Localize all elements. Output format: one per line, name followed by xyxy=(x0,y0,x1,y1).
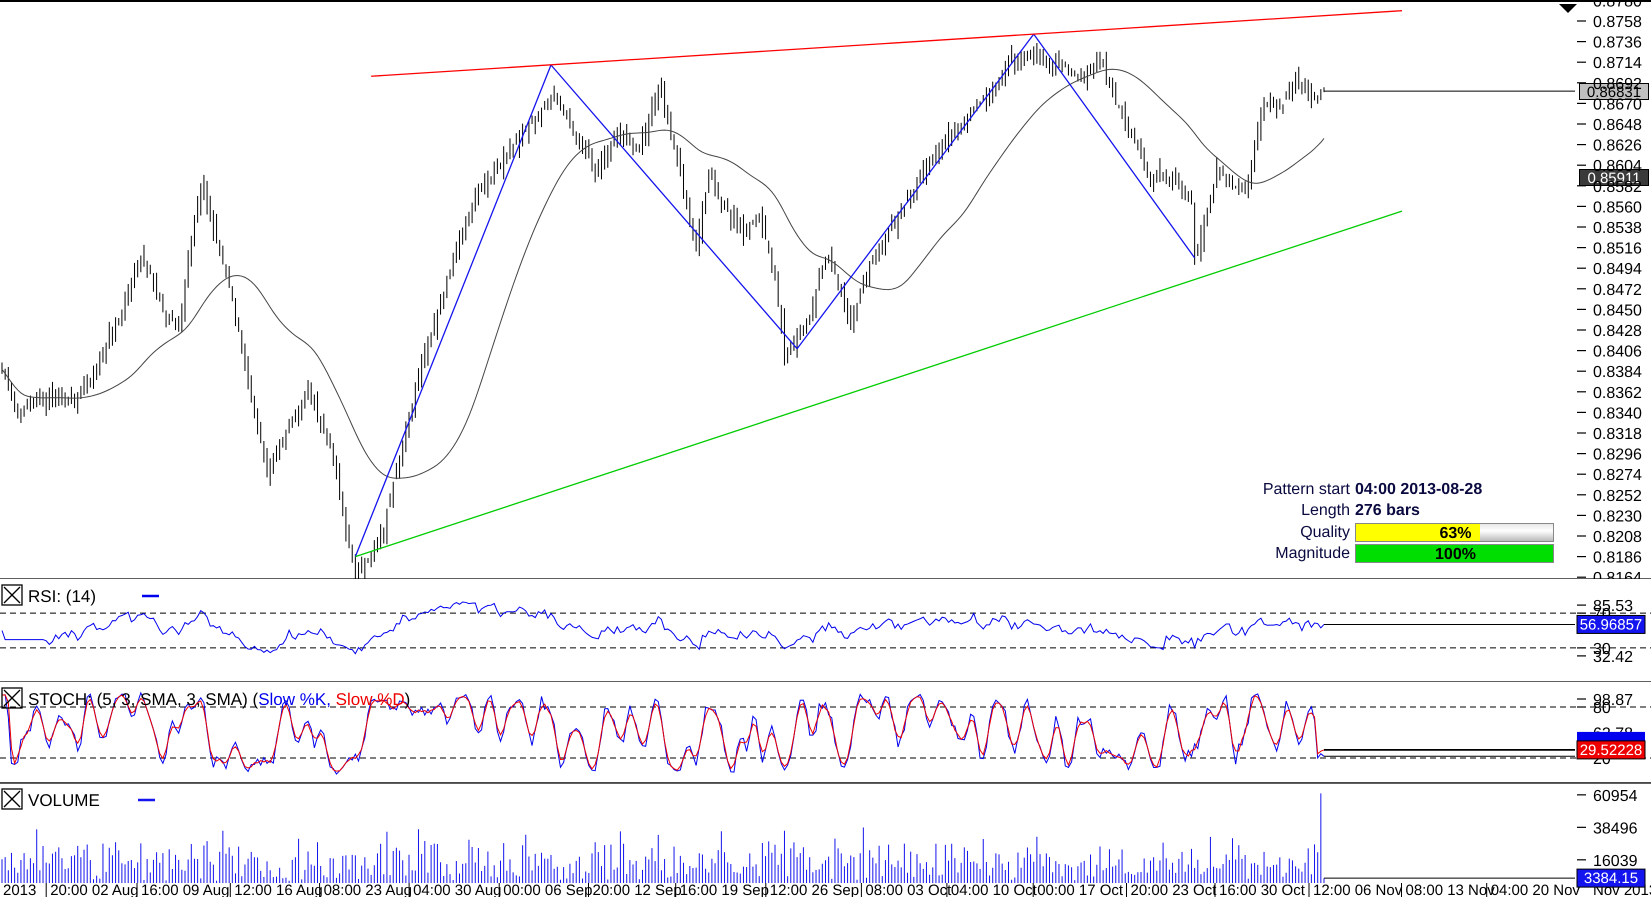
svg-text:0.8560: 0.8560 xyxy=(1593,199,1642,216)
svg-text:0.8538: 0.8538 xyxy=(1593,220,1642,237)
svg-text:16:00 09 Aug: 16:00 09 Aug xyxy=(141,882,229,897)
svg-text:0.8472: 0.8472 xyxy=(1593,282,1642,299)
svg-text:2013: 2013 xyxy=(3,882,36,897)
svg-text:0.8406: 0.8406 xyxy=(1593,344,1642,361)
svg-text:0.8604: 0.8604 xyxy=(1593,158,1642,175)
svg-text:32.42: 32.42 xyxy=(1593,649,1633,666)
svg-text:0.8736: 0.8736 xyxy=(1593,35,1642,52)
svg-text:0.8362: 0.8362 xyxy=(1593,385,1642,402)
svg-text:0.8670: 0.8670 xyxy=(1593,96,1642,113)
svg-text:0.8626: 0.8626 xyxy=(1593,138,1642,155)
svg-text:12:00 16 Aug: 12:00 16 Aug xyxy=(234,882,322,897)
svg-text:80: 80 xyxy=(1593,700,1611,717)
svg-text:20:00 23 Oct: 20:00 23 Oct xyxy=(1131,882,1218,897)
svg-text:12:00 26 Sep: 12:00 26 Sep xyxy=(770,882,859,897)
svg-text:0.8274: 0.8274 xyxy=(1593,467,1642,484)
svg-text:60954: 60954 xyxy=(1593,788,1638,805)
svg-text:08:00 03 Oct: 08:00 03 Oct xyxy=(865,882,952,897)
svg-text:0.8494: 0.8494 xyxy=(1593,261,1642,278)
svg-text:0.8692: 0.8692 xyxy=(1593,76,1642,93)
svg-text:12:00 06 Nov: 12:00 06 Nov xyxy=(1313,882,1403,897)
svg-text:04:00 30 Aug: 04:00 30 Aug xyxy=(413,882,501,897)
svg-text:0.8318: 0.8318 xyxy=(1593,426,1642,443)
svg-text:0.8780: 0.8780 xyxy=(1593,0,1642,10)
svg-text:0.8648: 0.8648 xyxy=(1593,117,1642,134)
svg-text:16:00 19 Sep: 16:00 19 Sep xyxy=(680,882,769,897)
svg-text:0.8230: 0.8230 xyxy=(1593,508,1642,525)
svg-text:00:00 17 Oct: 00:00 17 Oct xyxy=(1037,882,1124,897)
svg-text:RSI: (14): RSI: (14) xyxy=(28,587,96,606)
svg-text:04:00 20 Nov: 04:00 20 Nov xyxy=(1491,882,1581,897)
svg-text:38496: 38496 xyxy=(1593,820,1638,837)
svg-text:0.8758: 0.8758 xyxy=(1593,14,1642,31)
svg-text:56.96857: 56.96857 xyxy=(1580,616,1643,633)
svg-text:29.52228: 29.52228 xyxy=(1580,742,1643,759)
svg-text:0.8252: 0.8252 xyxy=(1593,488,1642,505)
svg-text:16:00 30 Oct: 16:00 30 Oct xyxy=(1219,882,1306,897)
svg-text:08:00 13 Nov: 08:00 13 Nov xyxy=(1406,882,1496,897)
svg-text:3384.15: 3384.15 xyxy=(1584,870,1638,887)
svg-text:20:00 12 Sep: 20:00 12 Sep xyxy=(593,882,682,897)
svg-text:0.8384: 0.8384 xyxy=(1593,364,1642,381)
svg-text:0.8450: 0.8450 xyxy=(1593,302,1642,319)
svg-text:0.8296: 0.8296 xyxy=(1593,447,1642,464)
svg-text:08:00 23 Aug: 08:00 23 Aug xyxy=(324,882,412,897)
svg-text:04:00 10 Oct: 04:00 10 Oct xyxy=(951,882,1038,897)
svg-text:00:00 06 Sep: 00:00 06 Sep xyxy=(503,882,592,897)
svg-text:0.8582: 0.8582 xyxy=(1593,179,1642,196)
svg-text:VOLUME: VOLUME xyxy=(28,791,100,810)
svg-text:0.8714: 0.8714 xyxy=(1593,55,1642,72)
svg-text:0.8340: 0.8340 xyxy=(1593,405,1642,422)
svg-text:0.8186: 0.8186 xyxy=(1593,550,1642,567)
svg-text:16039: 16039 xyxy=(1593,853,1638,870)
svg-text:0.8208: 0.8208 xyxy=(1593,529,1642,546)
svg-text:STOCH: (5, 3, SMA, 3, SMA) (Sl: STOCH: (5, 3, SMA, 3, SMA) (Slow %K, Slo… xyxy=(28,690,410,709)
svg-text:0.8516: 0.8516 xyxy=(1593,241,1642,258)
svg-text:0.8428: 0.8428 xyxy=(1593,323,1642,340)
svg-text:20:00 02 Aug: 20:00 02 Aug xyxy=(50,882,138,897)
